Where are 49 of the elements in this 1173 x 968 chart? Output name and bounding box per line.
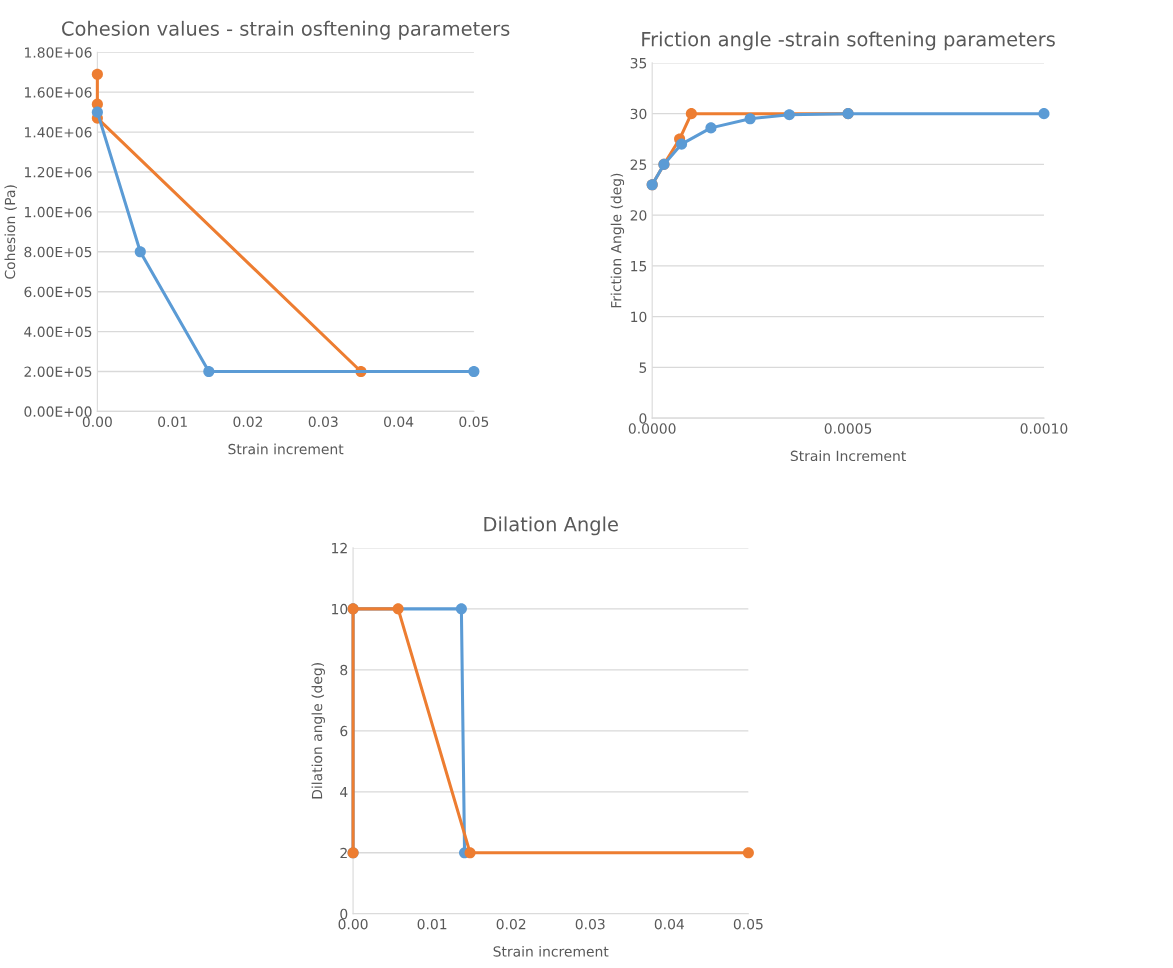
chart-title: Friction angle -strain softening parameters [642,31,1055,51]
y-tick-label: 1.60E+06 [25,87,92,98]
y-tick-label: 0 [639,413,647,424]
y-tick-label: 1.40E+06 [25,127,92,138]
x-tick-label: 0.05 [459,416,489,428]
x-tick-label: 0.01 [417,918,447,930]
y-tick-label: 15 [631,261,647,272]
x-tick-label: 0.01 [158,416,187,428]
y-tick-label: 8 [340,664,348,676]
y-tick-label: 30 [630,108,647,120]
y-axis-title: Dilation angle (deg) [311,663,325,799]
x-tick-label: 0.0000 [628,423,676,434]
chart-title: Dilation Angle [484,516,618,536]
x-tick-label: 0.02 [496,918,526,930]
y-tick-label: 0 [340,908,348,920]
y-tick-label: 1.20E+06 [25,166,92,178]
y-tick-label: 1.80E+06 [25,47,92,58]
y-tick-label: 6.00E+05 [24,286,92,298]
y-tick-label: 0.00E+00 [24,406,92,417]
y-tick-label: 10 [631,311,647,323]
y-tick-label: 35 [630,57,647,69]
y-tick-label: 12 [332,542,347,554]
y-axis-title: Friction Angle (deg) [610,173,625,308]
y-tick-label: 6 [340,725,348,737]
y-axis-title: Cohesion (Pa) [4,185,17,279]
y-tick-label: 25 [630,159,647,170]
y-tick-label: 5 [639,362,647,373]
x-tick-label: 0.0005 [824,423,872,434]
y-tick-label: 4.00E+05 [24,326,92,338]
x-tick-label: 0.00 [338,918,368,930]
x-axis-title: Strain increment [228,443,344,455]
y-tick-label: 2.00E+05 [24,366,92,377]
x-axis-title: Strain Increment [790,450,906,462]
x-tick-label: 0.03 [308,416,338,428]
y-tick-label: 2 [340,847,347,859]
y-tick-label: 1.00E+06 [25,206,92,218]
y-tick-label: 10 [332,603,348,615]
x-tick-label: 0.02 [233,416,263,428]
chart-title: Cohesion values - strain osftening parameters [62,20,510,40]
x-tick-label: 0.04 [384,416,414,428]
y-tick-label: 20 [630,210,647,221]
y-tick-label: 4 [340,786,348,798]
y-tick-label: 8.00E+05 [24,246,92,258]
x-tick-label: 0.04 [654,918,684,930]
x-tick-label: 0.0010 [1020,423,1068,434]
x-tick-label: 0.00 [82,416,112,428]
x-axis-title: Strain increment [493,945,609,957]
x-tick-label: 0.05 [733,918,763,930]
x-tick-label: 0.03 [575,918,605,930]
